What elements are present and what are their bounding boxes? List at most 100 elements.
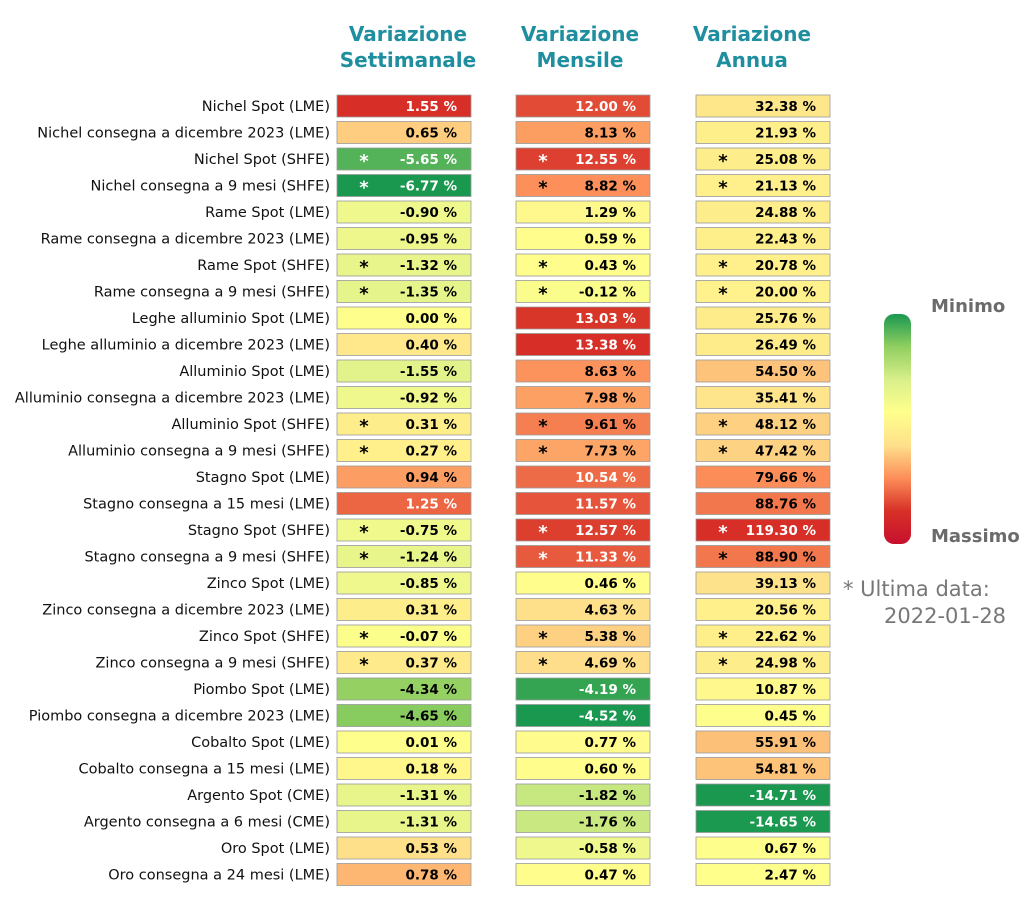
heatmap-cell: [515, 174, 651, 197]
cell-value: -1.31 %: [400, 788, 458, 804]
heatmap-cell: [695, 147, 831, 171]
row-label: Cobalto consegna a 15 mesi (LME): [78, 762, 330, 778]
cell-value: 25.76 %: [755, 311, 816, 327]
cell-value: -4.65 %: [400, 709, 458, 725]
column-header-line: Annua: [716, 48, 788, 72]
cell-value: 10.54 %: [575, 470, 636, 486]
column-header-annua: Variazione Annua: [657, 21, 847, 73]
row-label: Zinco consegna a 9 mesi (SHFE): [96, 656, 331, 672]
cell-value: 0.78 %: [405, 868, 457, 884]
heatmap-cell: [336, 651, 472, 674]
heatmap-cell: [336, 227, 472, 250]
heatmap-cell: [515, 624, 651, 648]
heatmap-cell: [515, 651, 651, 674]
heatmap-cell: [515, 704, 651, 727]
cell-value: -1.35 %: [400, 285, 458, 301]
cell-value: 0.18 %: [405, 762, 457, 778]
column-header-mensile: Variazione Mensile: [485, 21, 675, 73]
marker-symbol: *: [538, 443, 548, 464]
cell-value: -0.92 %: [400, 391, 458, 407]
cell-value: 0.00 %: [405, 311, 457, 327]
cell-value: -0.95 %: [400, 232, 458, 248]
cell-value: 0.60 %: [584, 762, 636, 778]
marker-symbol: *: [718, 284, 728, 305]
cell-value: 88.90 %: [755, 550, 816, 566]
heatmap-cell: [336, 757, 472, 780]
row-label: Zinco Spot (SHFE): [199, 629, 330, 645]
heatmap-cell: [336, 624, 472, 648]
heatmap-cell: [695, 439, 831, 462]
heatmap-cell: [695, 677, 831, 701]
heatmap-cell: [695, 227, 831, 250]
heatmap-cell: [336, 439, 472, 462]
marker-symbol: *: [359, 284, 369, 305]
cell-value: 24.98 %: [755, 656, 816, 672]
heatmap-cell: [695, 280, 831, 303]
cell-value: -14.65 %: [749, 815, 816, 831]
legend-max-label: Massimo: [931, 526, 1020, 547]
cell-value: 35.41 %: [755, 391, 816, 407]
heatmap-cell: [515, 227, 651, 250]
heatmap-cell: [336, 598, 472, 621]
row-label: Oro consegna a 24 mesi (LME): [108, 868, 330, 884]
heatmap-cell: [695, 174, 831, 197]
row-label: Alluminio consegna a dicembre 2023 (LME): [15, 391, 330, 407]
heatmap-cell: [695, 757, 831, 780]
row-label: Leghe alluminio Spot (LME): [132, 311, 330, 327]
row-label: Nichel consegna a dicembre 2023 (LME): [37, 126, 330, 142]
heatmap-cell: [515, 836, 651, 860]
cell-value: 12.55 %: [575, 152, 636, 168]
row-label: Leghe alluminio a dicembre 2023 (LME): [42, 338, 330, 354]
cell-value: 2.47 %: [764, 868, 816, 884]
cell-value: 0.94 %: [405, 470, 457, 486]
cell-value: -1.82 %: [579, 788, 637, 804]
heatmap-cell: [336, 836, 472, 860]
heatmap-cell: [515, 598, 651, 621]
heatmap-cell: [695, 730, 831, 754]
row-label: Piombo consegna a dicembre 2023 (LME): [29, 709, 330, 725]
cell-value: 0.45 %: [764, 709, 816, 725]
heatmap-cell: [336, 121, 472, 144]
row-label: Alluminio consegna a 9 mesi (SHFE): [68, 444, 330, 460]
heatmap-cell: [695, 333, 831, 356]
row-label: Cobalto Spot (LME): [191, 735, 330, 751]
cell-value: 24.88 %: [755, 205, 816, 221]
heatmap-cell: [515, 200, 651, 224]
heatmap-cell: [515, 810, 651, 833]
heatmap-cell: [515, 359, 651, 383]
cell-value: 12.57 %: [575, 523, 636, 539]
heatmap-cell: [336, 174, 472, 197]
row-label: Rame Spot (LME): [205, 205, 330, 221]
heatmap-cell: [695, 545, 831, 568]
heatmap-cell: [336, 386, 472, 409]
cell-value: 9.61 %: [584, 417, 636, 433]
cell-value: -5.65 %: [400, 152, 458, 168]
heatmap-cell: [515, 545, 651, 568]
cell-value: 20.00 %: [755, 285, 816, 301]
heatmap-cell: [695, 386, 831, 409]
cell-value: 8.13 %: [584, 126, 636, 142]
cell-value: -1.32 %: [400, 258, 458, 274]
cell-value: 4.63 %: [584, 603, 636, 619]
cell-value: -1.24 %: [400, 550, 458, 566]
row-label: Alluminio Spot (SHFE): [171, 417, 330, 433]
heatmap-cell: [515, 253, 651, 277]
cell-value: -6.77 %: [400, 179, 458, 195]
marker-symbol: *: [718, 628, 728, 649]
marker-symbol: *: [718, 549, 728, 570]
heatmap-cell: [695, 810, 831, 833]
cell-value: 55.91 %: [755, 735, 816, 751]
heatmap-cell: [515, 863, 651, 886]
cell-value: -0.75 %: [400, 523, 458, 539]
cell-value: 13.03 %: [575, 311, 636, 327]
row-label: Nichel Spot (LME): [202, 99, 330, 115]
cell-value: 0.65 %: [405, 126, 457, 142]
row-label: Oro Spot (LME): [221, 841, 330, 857]
row-label: Piombo Spot (LME): [193, 682, 330, 698]
cell-value: -1.55 %: [400, 364, 458, 380]
cell-value: 7.73 %: [584, 444, 636, 460]
marker-symbol: *: [538, 284, 548, 305]
cell-value: 1.55 %: [405, 99, 457, 115]
marker-symbol: *: [359, 628, 369, 649]
